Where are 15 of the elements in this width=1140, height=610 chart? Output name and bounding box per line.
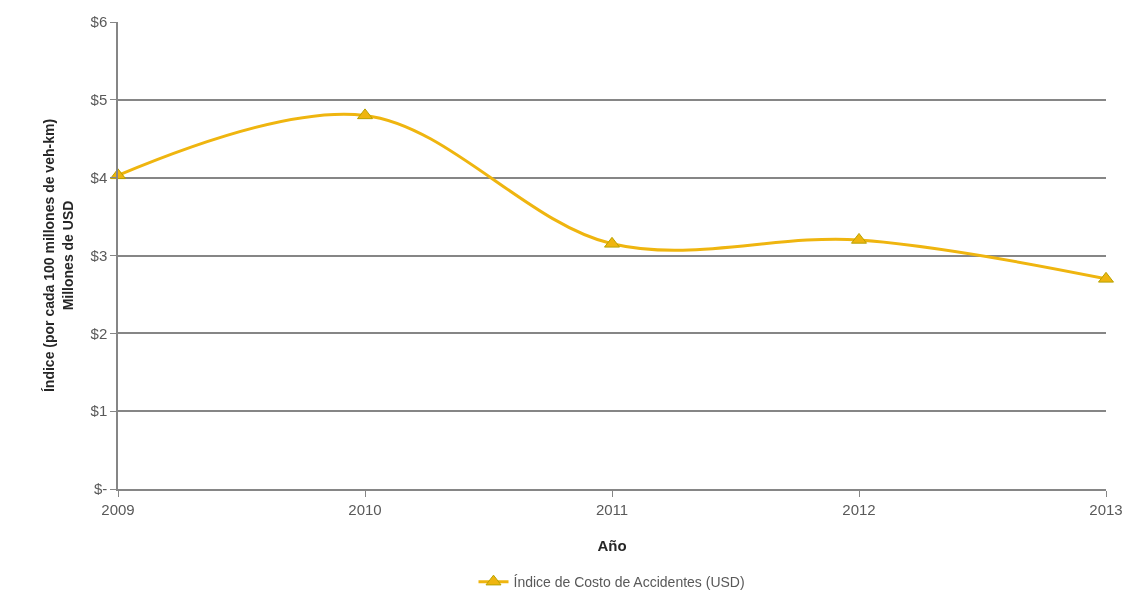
x-tick-label: 2012 [842,500,876,518]
y-tick-label: $5 [90,91,108,109]
y-axis-title: Índice (por cada 100 millones de veh-km) Millones de USD [41,118,76,393]
x-tick-label: 2013 [1089,500,1123,518]
x-tick-label: 2011 [595,500,629,518]
x-tick-label: 2010 [348,500,382,518]
y-tick-label: $2 [90,324,108,342]
x-tick-label: 2009 [101,500,135,518]
y-tick-label: $- [93,480,108,498]
y-tick-label: $3 [90,246,108,264]
y-tick-label: $6 [90,13,108,31]
y-tick-label: $4 [90,168,108,186]
y-tick-label: $1 [90,402,108,420]
x-axis-title: Año [597,537,627,555]
legend-label: Índice de Costo de Accidentes (USD) [513,574,745,591]
